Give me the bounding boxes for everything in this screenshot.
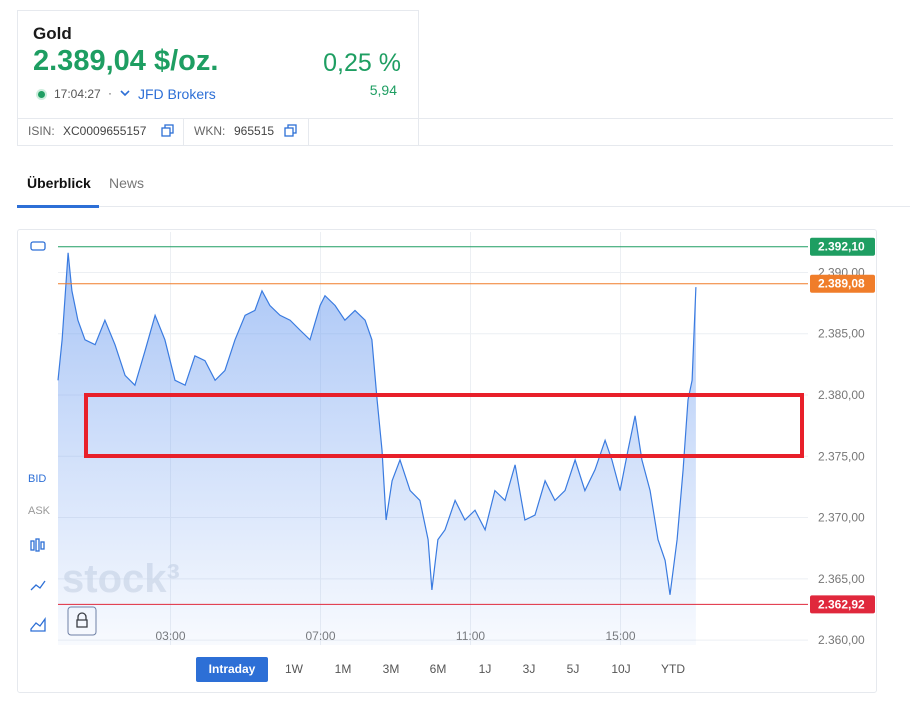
- tab[interactable]: News: [109, 175, 145, 191]
- range-button[interactable]: 1M: [334, 662, 352, 676]
- marker-label: 2.389,08: [818, 277, 865, 291]
- y-tick-label: 2.370,00: [818, 511, 865, 525]
- quote-card: [17, 10, 419, 145]
- title: Gold: [33, 24, 72, 43]
- id-row: [17, 118, 893, 146]
- time: 17:04:27: [54, 87, 101, 101]
- line-icon[interactable]: [30, 580, 46, 591]
- chart-frame: [17, 229, 877, 693]
- tab-underline: [17, 205, 99, 208]
- tab[interactable]: Überblick: [27, 175, 91, 191]
- candle-icon[interactable]: [30, 538, 45, 552]
- plot: 2.360,00 2.365,00 2.370,00 2.375,00 2.380,00…: [57, 232, 875, 647]
- y-tick-label: 2.375,00: [818, 449, 865, 463]
- range-button[interactable]: 1J: [478, 662, 492, 676]
- wkn-label: WKN:: [194, 124, 226, 138]
- tabs-line: [17, 206, 910, 207]
- range-button[interactable]: 3J: [522, 662, 536, 676]
- range-button[interactable]: 5J: [566, 662, 580, 676]
- marker-label: 2.392,10: [818, 240, 865, 254]
- range-button[interactable]: 3M: [382, 662, 400, 676]
- price-line: [57, 252, 697, 595]
- copy-icon[interactable]: [161, 124, 175, 138]
- change: 5,94: [369, 82, 397, 98]
- isin: XC0009655157: [63, 124, 147, 138]
- divider: [183, 119, 184, 145]
- range-button[interactable]: 1W: [285, 662, 303, 676]
- tool-icon[interactable]: [30, 241, 46, 251]
- range-active[interactable]: [196, 657, 268, 682]
- marker-label: 2.362,92: [818, 597, 865, 611]
- range-button[interactable]: 6M: [429, 662, 447, 676]
- highlight-box: [84, 393, 804, 458]
- side-label[interactable]: BID: [28, 473, 46, 485]
- isin-label: ISIN:: [28, 124, 55, 138]
- marker-badge: [810, 595, 875, 614]
- chevron[interactable]: [119, 89, 131, 99]
- copy-icon[interactable]: [284, 124, 298, 138]
- divider: [308, 119, 309, 145]
- range-button[interactable]: Intraday: [208, 662, 256, 676]
- range-button[interactable]: 10J: [611, 662, 631, 676]
- area: [58, 252, 696, 646]
- source[interactable]: JFD Brokers: [138, 86, 216, 102]
- side-label[interactable]: ASK: [28, 505, 51, 517]
- price: 2.389,04 $/oz.: [33, 45, 219, 77]
- y-tick-label: 2.380,00: [818, 388, 865, 402]
- separator: ·: [108, 86, 112, 100]
- change-percent: 0,25 %: [323, 49, 401, 77]
- y-tick-label: 2.360,00: [818, 633, 865, 647]
- live-dot: [38, 91, 45, 98]
- marker-badge: [810, 237, 875, 256]
- area-icon[interactable]: [30, 616, 46, 632]
- range-button[interactable]: YTD: [661, 662, 685, 676]
- y-tick-label: 2.385,00: [818, 327, 865, 341]
- marker-badge: [810, 274, 875, 293]
- wkn: 965515: [234, 124, 275, 138]
- y-tick-label: 2.365,00: [818, 572, 865, 586]
